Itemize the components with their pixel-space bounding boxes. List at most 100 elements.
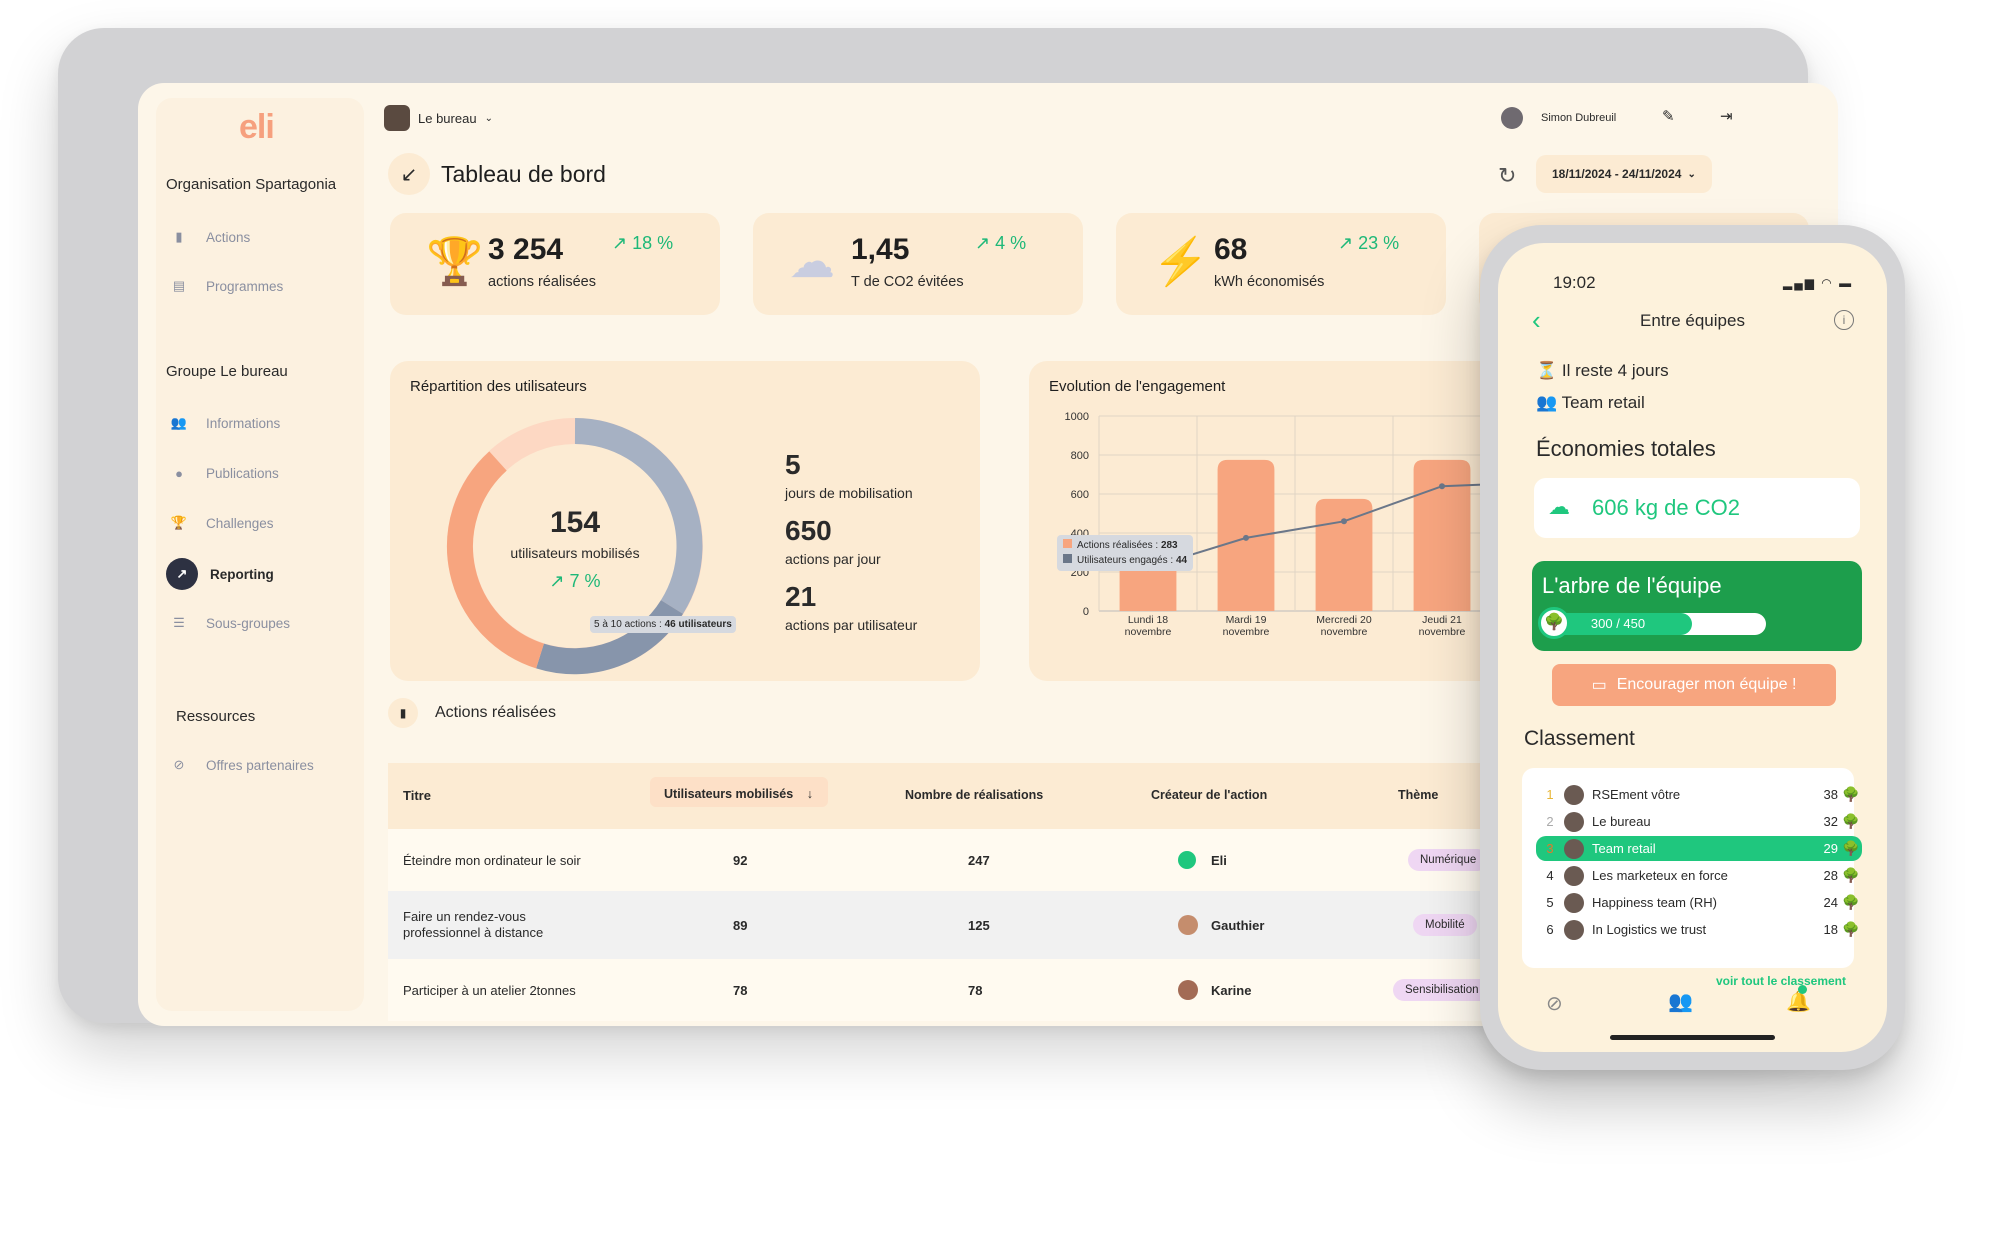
- avatar: [1501, 107, 1523, 129]
- team-avatar: [1564, 838, 1584, 859]
- ranking-row[interactable]: 5 Happiness team (RH) 24 🌳: [1536, 890, 1862, 915]
- tooltip-value: 44: [1175, 555, 1188, 566]
- legend-swatch-bars: [1063, 539, 1072, 548]
- column-header-title[interactable]: Titre: [403, 788, 431, 803]
- group-avatar: [384, 105, 410, 131]
- sidebar-item-offres[interactable]: ⊘ Offres partenaires: [166, 751, 314, 779]
- kpi-value: 68: [1214, 233, 1248, 266]
- logout-icon[interactable]: ⇥: [1720, 108, 1733, 125]
- row-users: 78: [733, 983, 748, 998]
- sidebar-item-challenges[interactable]: 🏆 Challenges: [166, 509, 274, 537]
- savings-card: ☁ 606 kg de CO2: [1534, 478, 1860, 538]
- hourglass-icon: ⏳: [1536, 361, 1558, 380]
- rank-number: 1: [1546, 787, 1554, 802]
- x-tick-label: Lundi 18: [1128, 614, 1168, 626]
- donut-segment-orange: [446, 451, 545, 669]
- tooltip-line-1: Actions réalisées : 283: [1063, 538, 1187, 553]
- x-tick-label: Jeudi 21: [1422, 614, 1462, 626]
- tree-icon: 🌳: [1842, 921, 1860, 937]
- chat-icon: ▭: [1591, 677, 1607, 694]
- trend-up-icon: ↗: [1338, 233, 1354, 253]
- ranking-row[interactable]: 6 In Logistics we trust 18 🌳: [1536, 917, 1862, 942]
- sidebar-item-label: Offres partenaires: [206, 757, 314, 773]
- chart-icon: ↙: [388, 153, 430, 195]
- actions-icon: ▮: [388, 698, 418, 728]
- status-time: 19:02: [1553, 273, 1596, 292]
- creator-avatar: [1178, 915, 1198, 935]
- row-title: Participer à un atelier 2tonnes: [403, 983, 576, 998]
- team-score: 18: [1823, 922, 1838, 937]
- team-icon: 👥: [1536, 393, 1558, 412]
- team-score: 29: [1823, 841, 1838, 856]
- kpi-trend: ↗ 23 %: [1338, 233, 1399, 254]
- cloud-icon: ☁: [1548, 494, 1570, 519]
- tooltip-value: 283: [1160, 540, 1178, 551]
- team-avatar: [1564, 865, 1584, 886]
- tree-progress-fill: [1544, 613, 1693, 635]
- tooltip-label: Utilisateurs engagés :: [1077, 555, 1176, 566]
- bar: [1315, 498, 1373, 611]
- user-profile[interactable]: Simon Dubreuil: [1501, 107, 1616, 129]
- ranking-card: 1 RSEment vôtre 38 🌳 2 Le bureau 32 🌳 3 Team reta…: [1522, 768, 1862, 988]
- sidebar-item-reporting[interactable]: ↗ Reporting: [166, 557, 274, 591]
- card-title: Répartition des utilisateurs: [410, 378, 587, 395]
- team-avatar: [1564, 784, 1584, 805]
- tree-icon: 🌳: [1842, 867, 1860, 883]
- kpi-trend-value: 23 %: [1358, 233, 1400, 253]
- sidebar-item-informations[interactable]: 👥 Informations: [166, 409, 280, 437]
- encourage-button[interactable]: ▭ Encourager mon équipe !: [1552, 664, 1836, 706]
- y-tick-label: 1000: [1065, 411, 1089, 423]
- group-selector[interactable]: Le bureau ⌄: [384, 105, 493, 131]
- team-score: 28: [1823, 868, 1838, 883]
- donut-center-value: 154: [549, 506, 601, 539]
- team-tab-icon[interactable]: 👥: [1668, 991, 1693, 1013]
- kpi-value: 3 254: [488, 233, 564, 266]
- date-range-picker[interactable]: 18/11/2024 - 24/11/2024 ⌄: [1536, 155, 1712, 193]
- group-selector-label: Le bureau: [418, 110, 477, 126]
- theme-badge: Sensibilisation: [1393, 979, 1491, 1001]
- x-tick-label: Mardi 19: [1226, 614, 1267, 626]
- info-icon[interactable]: i: [1834, 310, 1854, 330]
- team-avatar: [1564, 811, 1584, 832]
- sidebar-item-publications[interactable]: ● Publications: [166, 459, 279, 487]
- ranking-row[interactable]: 3 Team retail 29 🌳: [1536, 836, 1862, 861]
- stat-value: 5: [785, 449, 801, 480]
- kpi-label: actions réalisées: [488, 274, 596, 290]
- sidebar-item-actions[interactable]: ▮ Actions: [166, 223, 250, 251]
- legend-swatch-line: [1063, 554, 1072, 563]
- ranking-row[interactable]: 4 Les marketeux en force 28 🌳: [1536, 863, 1862, 888]
- row-count: 125: [968, 918, 990, 933]
- creator-avatar: [1178, 980, 1198, 1000]
- tree-icon: 🌳: [1842, 894, 1860, 910]
- tree-title: L'arbre de l'équipe: [1542, 573, 1722, 598]
- sidebar-item-programmes[interactable]: ▤ Programmes: [166, 272, 283, 300]
- stat-value: 650: [785, 515, 832, 546]
- y-tick-label: 0: [1083, 606, 1089, 618]
- kpi-trend: ↗ 4 %: [975, 233, 1026, 254]
- phone-frame: 19:02 ▂▄▆ ◠ ▬ ‹ Entre équipes i ⏳ Il res…: [1480, 225, 1905, 1070]
- refresh-icon[interactable]: ↻: [1498, 163, 1517, 188]
- column-header-count[interactable]: Nombre de réalisations: [905, 788, 1044, 802]
- notifications-off-icon[interactable]: ✎: [1662, 108, 1675, 125]
- chevron-down-icon: ⌄: [484, 112, 493, 124]
- bell-icon[interactable]: 🔔: [1786, 991, 1811, 1013]
- ranking-row[interactable]: 2 Le bureau 32 🌳: [1536, 809, 1862, 834]
- tree-progress-track: 300 / 450: [1544, 613, 1766, 635]
- see-ranking-link[interactable]: voir tout le classement: [1715, 974, 1846, 988]
- x-tick-label: novembre: [1321, 626, 1368, 638]
- sidebar-item-sous-groupes[interactable]: ☰ Sous-groupes: [166, 609, 290, 637]
- team-avatar: [1564, 892, 1584, 913]
- back-chevron-icon[interactable]: ‹: [1532, 305, 1541, 335]
- compass-icon[interactable]: ⊘: [1546, 993, 1563, 1015]
- column-header-creator[interactable]: Créateur de l'action: [1151, 788, 1268, 802]
- trend-up-icon: ↗: [612, 233, 628, 253]
- ranking-row[interactable]: 1 RSEment vôtre 38 🌳: [1536, 782, 1862, 807]
- column-header-theme[interactable]: Thème: [1398, 788, 1439, 802]
- row-creator: Gauthier: [1211, 918, 1265, 933]
- savings-title: Économies totales: [1536, 436, 1716, 461]
- remaining-label: Il reste 4 jours: [1561, 361, 1669, 380]
- column-header-users[interactable]: Utilisateurs mobilisés ↓: [650, 777, 828, 807]
- kpi-value: 1,45: [851, 233, 910, 266]
- kpi-trend: ↗ 18 %: [612, 233, 673, 254]
- notification-dot: [1798, 985, 1807, 994]
